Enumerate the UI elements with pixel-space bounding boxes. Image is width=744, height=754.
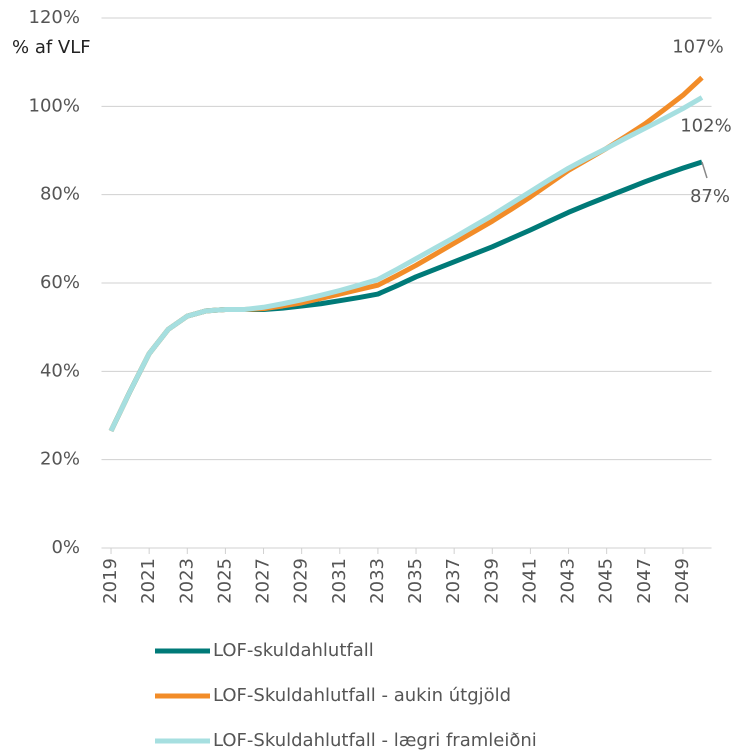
- x-tick-label: 2045: [596, 558, 617, 604]
- x-tick-label: 2041: [519, 558, 540, 604]
- data-label: 102%: [680, 116, 731, 137]
- legend-label: LOF-skuldahlutfall: [213, 640, 374, 661]
- x-tick-label: 2027: [253, 558, 274, 604]
- x-tick-label: 2039: [481, 558, 502, 604]
- y-axis-label: % af VLF: [12, 37, 91, 58]
- series-line: [108, 95, 704, 433]
- y-tick-label: 100%: [29, 95, 80, 116]
- y-tick-label: 0%: [51, 537, 80, 558]
- x-tick-label: 2031: [329, 558, 350, 604]
- y-tick-label: 80%: [40, 184, 80, 205]
- series-line: [108, 159, 703, 433]
- x-tick-label: 2035: [405, 558, 426, 604]
- series-line: [108, 75, 704, 433]
- y-tick-label: 120%: [29, 7, 80, 28]
- x-tick-label: 2043: [558, 558, 579, 604]
- x-tick-label: 2029: [291, 558, 312, 604]
- legend-label: LOF-Skuldahlutfall - aukin útgjöld: [213, 685, 511, 706]
- y-tick-label: 40%: [40, 360, 80, 381]
- data-label: 87%: [690, 186, 730, 207]
- leader-line: [701, 161, 708, 179]
- x-tick-label: 2023: [176, 558, 197, 604]
- x-tick-label: 2025: [214, 558, 235, 604]
- legend-label: LOF-Skuldahlutfall - lægri framleiðni: [213, 730, 537, 751]
- data-label: 107%: [672, 37, 723, 58]
- x-tick-label: 2033: [367, 558, 388, 604]
- x-tick-label: 2037: [443, 558, 464, 604]
- x-tick-label: 2049: [672, 558, 693, 604]
- y-tick-label: 60%: [40, 272, 80, 293]
- x-tick-label: 2021: [138, 558, 159, 604]
- x-tick-label: 2019: [100, 558, 121, 604]
- y-tick-label: 20%: [40, 449, 80, 470]
- x-tick-label: 2047: [634, 558, 655, 604]
